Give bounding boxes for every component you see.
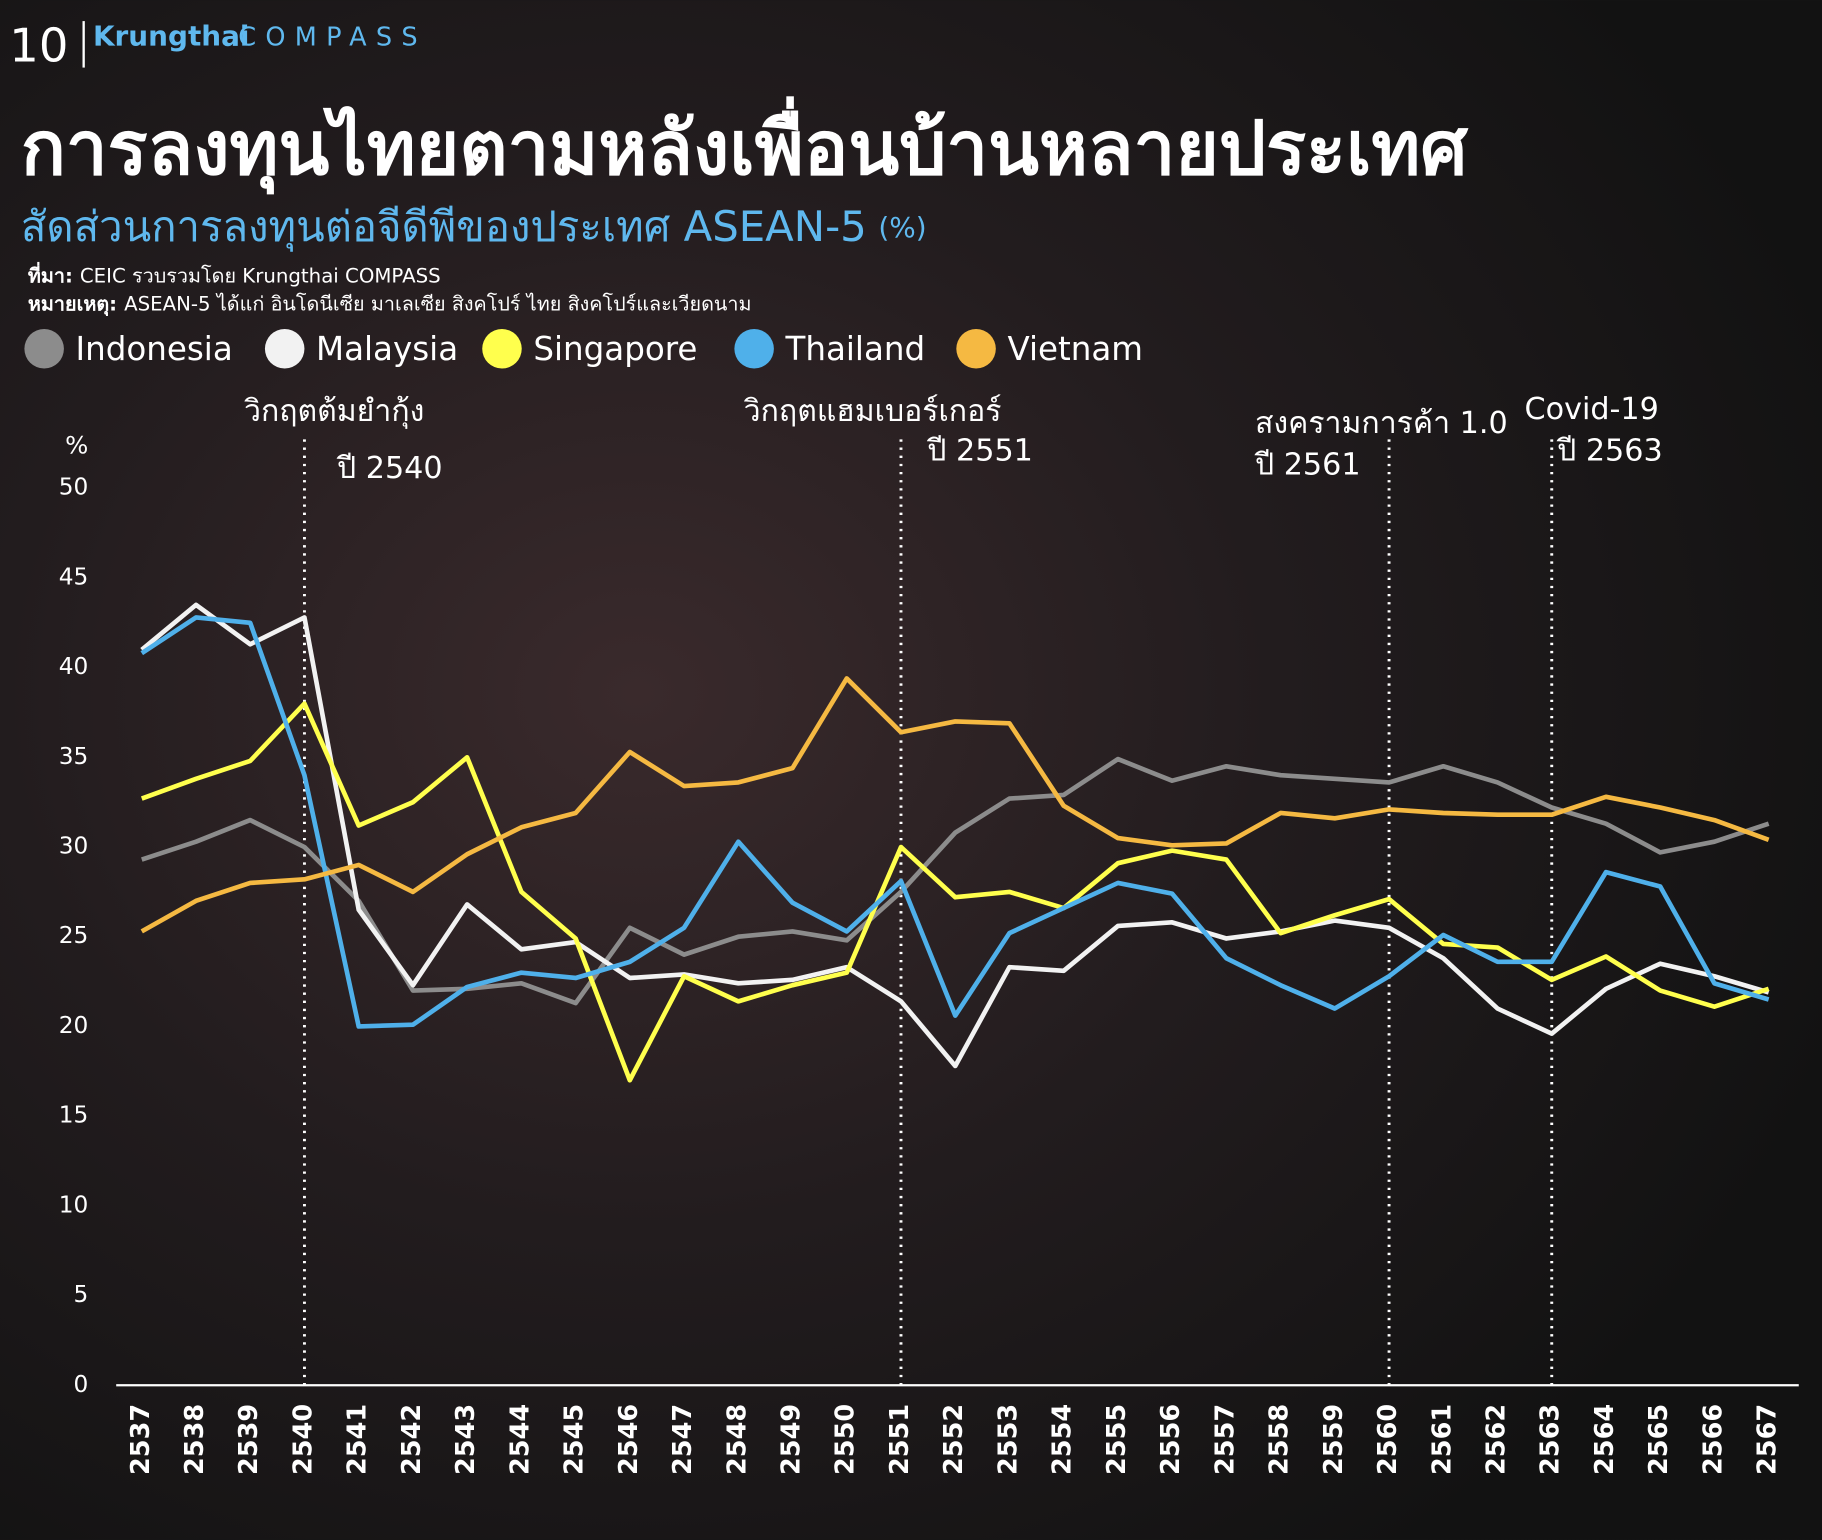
- x-tick-label: 2547: [668, 1404, 698, 1475]
- brand-name: Krungthai: [93, 19, 250, 52]
- x-tick-label: 2541: [343, 1404, 373, 1475]
- source-text: CEIC รวบรวมโดย Krungthai COMPASS: [80, 264, 441, 287]
- x-tick-label: 2559: [1319, 1404, 1349, 1475]
- x-tick-label: 2545: [560, 1404, 590, 1475]
- x-tick-label: 2546: [614, 1404, 644, 1475]
- x-tick-label: 2544: [505, 1404, 535, 1475]
- x-tick-label: 2564: [1590, 1404, 1620, 1475]
- event-year: ปี 2561: [1254, 448, 1360, 483]
- chart-subtitle: สัดส่วนการลงทุนต่อจีดีพีของประเทศ ASEAN-…: [21, 202, 927, 252]
- x-tick-label: 2558: [1265, 1404, 1295, 1475]
- x-tick-label: 2549: [777, 1404, 807, 1475]
- legend-swatch: [264, 329, 305, 369]
- x-tick-label: 2555: [1102, 1404, 1132, 1475]
- y-tick-label: 0: [74, 1371, 89, 1398]
- chart-title: การลงทุนไทยตามหลังเพื่อนบ้านหลายประเทศ: [21, 96, 1470, 195]
- x-tick-label: 2566: [1698, 1404, 1728, 1475]
- y-tick-label: 40: [59, 653, 89, 680]
- y-axis-label: %: [65, 430, 88, 459]
- legend-label: Thailand: [785, 330, 926, 368]
- x-tick-label: 2560: [1373, 1404, 1403, 1475]
- x-tick-label: 2565: [1644, 1404, 1674, 1475]
- x-tick-label: 2563: [1536, 1404, 1566, 1475]
- event-label: วิกฤตต้มยำกุ้ง: [244, 394, 424, 430]
- event-year: ปี 2540: [336, 451, 442, 486]
- x-tick-label: 2552: [939, 1404, 969, 1475]
- legend-swatch: [482, 329, 522, 369]
- page-number: 10: [9, 18, 68, 72]
- y-tick-label: 30: [59, 833, 89, 860]
- x-tick-label: 2551: [885, 1404, 915, 1475]
- y-tick-label: 35: [59, 743, 89, 770]
- x-tick-label: 2542: [397, 1404, 427, 1475]
- x-tick-label: 2543: [451, 1404, 481, 1475]
- legend-label: Vietnam: [1007, 330, 1143, 368]
- event-year: ปี 2551: [926, 434, 1032, 469]
- series-line: [140, 701, 1770, 1083]
- note-label: หมายเหตุ:: [28, 292, 117, 316]
- x-tick-label: 2554: [1048, 1404, 1078, 1475]
- y-tick-label: 20: [59, 1012, 89, 1039]
- x-tick-label: 2539: [234, 1404, 264, 1475]
- source-label: ที่มา:: [28, 261, 73, 287]
- legend-label: Singapore: [533, 330, 697, 368]
- x-tick-label: 2556: [1156, 1404, 1186, 1475]
- source: ที่มา: CEIC รวบรวมโดย Krungthai COMPASS: [28, 261, 441, 287]
- x-tick-label: 2540: [288, 1404, 318, 1475]
- x-tick-label: 2562: [1482, 1404, 1512, 1475]
- event-label: วิกฤตแฮมเบอร์เกอร์: [744, 394, 1002, 429]
- x-tick-label: 2567: [1753, 1404, 1783, 1475]
- event-label: สงครามการค้า 1.0: [1255, 406, 1508, 441]
- series-line: [141, 756, 1770, 1006]
- legend-swatch: [734, 329, 774, 369]
- brand-product: COMPASS: [238, 23, 427, 53]
- legend-label: Malaysia: [316, 330, 458, 368]
- legend-label: Indonesia: [76, 330, 233, 368]
- x-tick-label: 2538: [180, 1404, 210, 1475]
- legend-swatch: [24, 329, 64, 369]
- series-line: [140, 615, 1770, 1029]
- x-tick-label: 2550: [831, 1404, 861, 1475]
- legend-swatch: [956, 329, 996, 369]
- x-tick-label: 2537: [126, 1404, 156, 1475]
- x-tick-label: 2548: [722, 1404, 752, 1475]
- y-tick-label: 10: [59, 1191, 89, 1218]
- subtitle-text: สัดส่วนการลงทุนต่อจีดีพีของประเทศ ASEAN-…: [21, 202, 867, 252]
- y-tick-label: 50: [59, 474, 89, 501]
- event-label: Covid-19: [1525, 392, 1659, 427]
- y-tick-label: 45: [59, 563, 89, 590]
- series-line: [140, 676, 1770, 934]
- x-tick-label: 2561: [1427, 1404, 1457, 1475]
- subtitle-unit: (%): [878, 211, 926, 244]
- y-tick-label: 25: [59, 922, 89, 949]
- series-line: [140, 602, 1770, 1069]
- note: หมายเหตุ: ASEAN-5 ได้แก่ อินโดนีเซีย มาเล…: [28, 292, 752, 316]
- event-year: ปี 2563: [1556, 434, 1662, 469]
- x-tick-label: 2557: [1210, 1404, 1240, 1475]
- y-tick-label: 15: [59, 1102, 89, 1129]
- x-tick-label: 2553: [993, 1404, 1023, 1475]
- y-tick-label: 5: [74, 1281, 89, 1308]
- note-text: ASEAN-5 ได้แก่ อินโดนีเซีย มาเลเซีย สิงค…: [124, 292, 751, 315]
